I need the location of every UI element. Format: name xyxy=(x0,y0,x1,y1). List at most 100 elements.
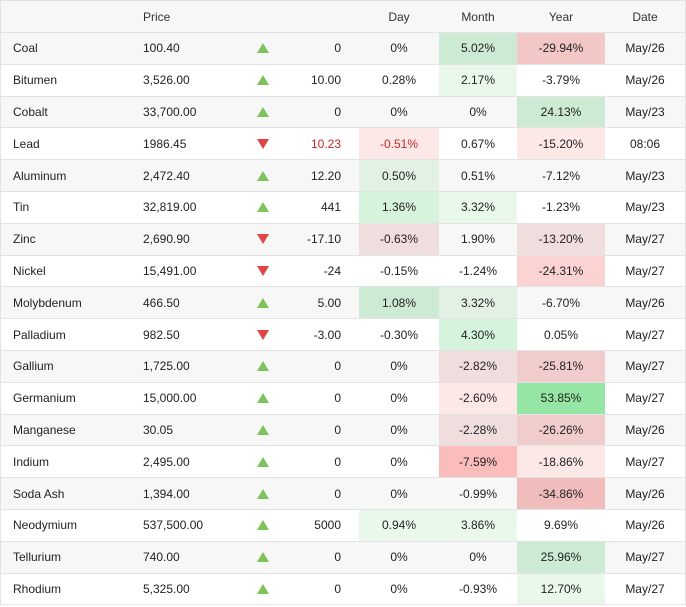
commodity-name-link[interactable]: Soda Ash xyxy=(13,486,65,501)
table-row[interactable]: Indium 2,495.00 0 0% -7.59% -18.86% May/27 xyxy=(1,446,685,479)
day-change-cell: 0% xyxy=(390,581,408,596)
table-body: Coal 100.40 0 0% 5.02% -29.94% May/26 Bitumen 3,… xyxy=(1,33,685,606)
date-cell: May/27 xyxy=(625,263,665,278)
table-row[interactable]: Zinc 2,690.90 -17.10 -0.63% 1.90% -13.20% May/… xyxy=(1,223,685,256)
year-change-cell: -34.86% xyxy=(517,478,605,509)
commodity-name-link[interactable]: Neodymium xyxy=(13,518,78,533)
table-row[interactable]: Palladium 982.50 -3.00 -0.30% 4.30% 0.05% May/… xyxy=(1,319,685,351)
commodity-name-link[interactable]: Germanium xyxy=(13,391,76,406)
header-year[interactable]: Year xyxy=(548,9,574,24)
month-change-cell: 0.67% xyxy=(460,136,496,151)
month-change-cell: -2.28% xyxy=(439,414,517,446)
table-row[interactable]: Lead 1986.45 10.23 -0.51% 0.67% -15.20% 08:06 xyxy=(1,128,685,161)
change-cell: 441 xyxy=(320,200,341,215)
change-cell: 0 xyxy=(334,422,341,437)
day-change-cell: 0.94% xyxy=(359,509,439,541)
month-change-cell: 1.90% xyxy=(460,232,496,247)
price-cell: 466.50 xyxy=(143,295,180,310)
direction-cell xyxy=(243,510,283,541)
commodity-name-link[interactable]: Zinc xyxy=(13,232,36,247)
month-change-cell: -0.93% xyxy=(458,581,498,596)
change-cell: 0 xyxy=(334,550,341,565)
commodity-name-link[interactable]: Cobalt xyxy=(13,104,48,119)
table-row[interactable]: Germanium 15,000.00 0 0% -2.60% 53.85% May/27 xyxy=(1,382,685,415)
price-cell: 1986.45 xyxy=(143,136,187,151)
date-cell: May/27 xyxy=(625,391,665,406)
day-change-cell: 0% xyxy=(390,486,408,501)
date-cell: May/27 xyxy=(625,550,665,565)
up-arrow-icon xyxy=(257,488,269,499)
commodity-name-link[interactable]: Tellurium xyxy=(13,550,62,565)
month-change-cell: 3.32% xyxy=(439,191,517,223)
price-cell: 2,495.00 xyxy=(143,454,190,469)
direction-cell xyxy=(243,574,283,605)
up-arrow-icon xyxy=(257,393,269,404)
change-cell: 0 xyxy=(334,41,341,56)
year-change-cell: 24.13% xyxy=(517,96,605,128)
table-row[interactable]: Molybdenum 466.50 5.00 1.08% 3.32% -6.70% May/… xyxy=(1,287,685,320)
commodity-name-link[interactable]: Manganese xyxy=(13,422,76,437)
commodity-name-link[interactable]: Bitumen xyxy=(13,73,58,88)
commodity-name-link[interactable]: Rhodium xyxy=(13,581,62,596)
commodity-name-link[interactable]: Palladium xyxy=(13,327,66,342)
up-arrow-icon xyxy=(257,583,269,594)
table-row[interactable]: Aluminum 2,472.40 12.20 0.50% 0.51% -7.12% May… xyxy=(1,160,685,192)
commodity-name-link[interactable]: Tin xyxy=(13,200,30,215)
day-change-cell: 0% xyxy=(390,550,408,565)
year-change-cell: -7.12% xyxy=(541,168,581,183)
direction-cell xyxy=(243,256,283,287)
direction-cell xyxy=(243,65,283,96)
table-row[interactable]: Gallium 1,725.00 0 0% -2.82% -25.81% May/27 xyxy=(1,350,685,383)
date-cell: May/23 xyxy=(625,200,665,215)
price-cell: 740.00 xyxy=(143,550,180,565)
date-cell: May/26 xyxy=(625,422,665,437)
price-cell: 100.40 xyxy=(143,41,180,56)
day-change-cell: 1.36% xyxy=(359,191,439,223)
table-row[interactable]: Neodymium 537,500.00 5000 0.94% 3.86% 9.69% Ma… xyxy=(1,509,685,542)
month-change-cell: 0% xyxy=(469,104,487,119)
date-cell: May/27 xyxy=(625,454,665,469)
up-arrow-icon xyxy=(257,106,269,117)
table-row[interactable]: Tin 32,819.00 441 1.36% 3.32% -1.23% May/23 xyxy=(1,191,685,224)
direction-cell xyxy=(243,446,283,477)
year-change-cell: -13.20% xyxy=(517,223,605,255)
table-row[interactable]: Manganese 30.05 0 0% -2.28% -26.26% May/26 xyxy=(1,414,685,447)
header-day[interactable]: Day xyxy=(388,9,410,24)
commodity-name-link[interactable]: Aluminum xyxy=(13,168,67,183)
change-cell: -24 xyxy=(323,263,341,278)
date-cell: May/27 xyxy=(625,327,665,342)
header-date[interactable]: Date xyxy=(632,9,658,24)
commodity-name-link[interactable]: Molybdenum xyxy=(13,295,82,310)
table-row[interactable]: Tellurium 740.00 0 0% 0% 25.96% May/27 xyxy=(1,541,685,574)
month-change-cell: -1.24% xyxy=(458,263,498,278)
table-row[interactable]: Coal 100.40 0 0% 5.02% -29.94% May/26 xyxy=(1,33,685,65)
header-price[interactable]: Price xyxy=(143,9,171,24)
table-row[interactable]: Nickel 15,491.00 -24 -0.15% -1.24% -24.31% May… xyxy=(1,255,685,288)
table-row[interactable]: Rhodium 5,325.00 0 0% -0.93% 12.70% May/27 xyxy=(1,573,685,606)
commodity-name-link[interactable]: Indium xyxy=(13,454,50,469)
month-change-cell: -0.99% xyxy=(458,486,498,501)
direction-cell xyxy=(243,383,283,414)
table-row[interactable]: Bitumen 3,526.00 10.00 0.28% 2.17% -3.79% May/… xyxy=(1,64,685,97)
commodity-name-link[interactable]: Coal xyxy=(13,41,38,56)
table-row[interactable]: Cobalt 33,700.00 0 0% 0% 24.13% May/23 xyxy=(1,96,685,129)
change-cell: -3.00 xyxy=(313,327,341,342)
header-month[interactable]: Month xyxy=(461,9,495,24)
year-change-cell: -24.31% xyxy=(517,255,605,287)
year-change-cell: -25.81% xyxy=(517,350,605,382)
down-arrow-icon xyxy=(257,329,269,340)
day-change-cell: 0% xyxy=(390,359,408,374)
change-cell: 0 xyxy=(334,486,341,501)
day-change-cell: -0.51% xyxy=(359,128,439,160)
year-change-cell: -26.26% xyxy=(517,414,605,446)
commodity-name-link[interactable]: Nickel xyxy=(13,263,46,278)
commodity-name-link[interactable]: Gallium xyxy=(13,359,54,374)
up-arrow-icon xyxy=(257,202,269,213)
date-cell: May/26 xyxy=(625,73,665,88)
change-cell: 0 xyxy=(334,391,341,406)
change-cell: 0 xyxy=(334,454,341,469)
commodity-name-link[interactable]: Lead xyxy=(13,136,40,151)
date-cell: May/27 xyxy=(625,359,665,374)
table-row[interactable]: Soda Ash 1,394.00 0 0% -0.99% -34.86% May/26 xyxy=(1,478,685,510)
